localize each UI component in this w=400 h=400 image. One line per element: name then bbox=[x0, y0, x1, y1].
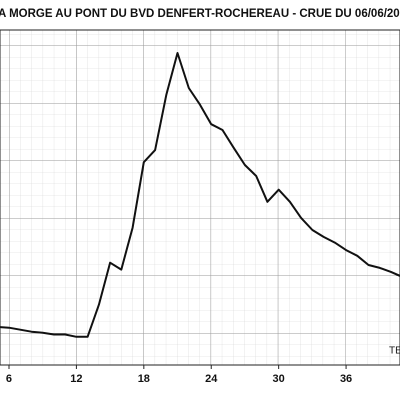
major-grid bbox=[0, 30, 400, 365]
chart-title: A MORGE AU PONT DU BVD DENFERT-ROCHEREAU… bbox=[0, 8, 400, 20]
x-tick-label: 30 bbox=[273, 373, 285, 385]
x-axis-label: TE bbox=[389, 346, 400, 357]
plot-frame bbox=[0, 29, 400, 366]
x-tick-label: 36 bbox=[340, 373, 352, 385]
x-tick-label: 18 bbox=[138, 373, 150, 385]
x-tick-label: 12 bbox=[70, 373, 82, 385]
series-line bbox=[0, 52, 400, 338]
x-tick-label: 24 bbox=[205, 373, 218, 385]
x-tick-label: 6 bbox=[6, 373, 12, 385]
grid bbox=[0, 30, 400, 365]
